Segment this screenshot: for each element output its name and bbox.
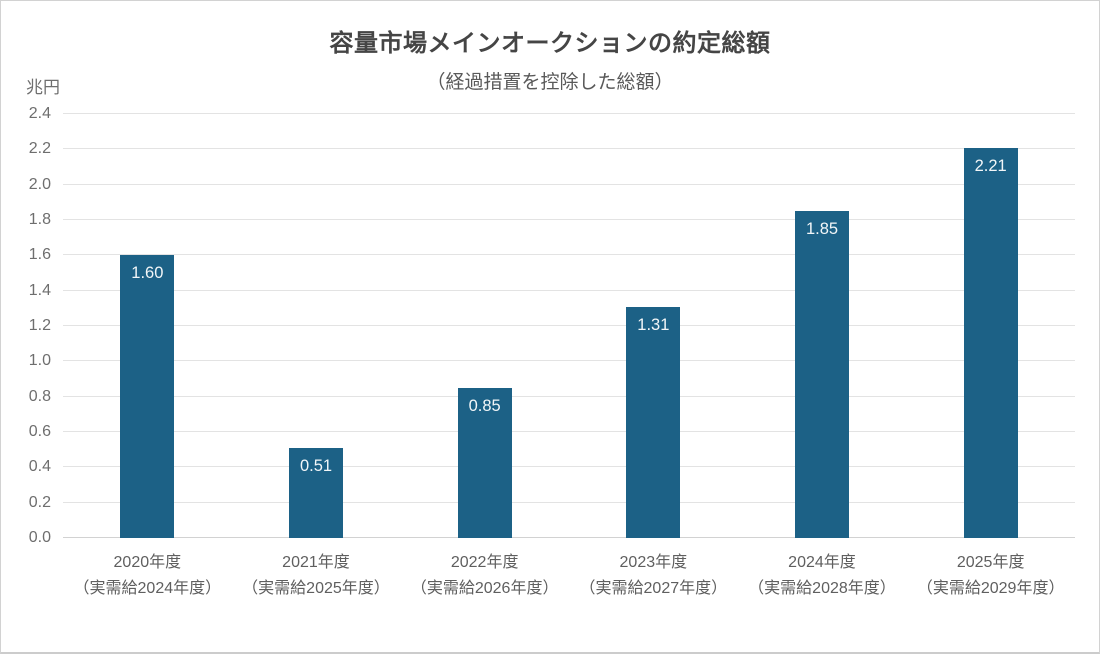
y-tick-label: 1.4	[28, 281, 51, 299]
x-category-delivery-year: （実需給2024年度）	[73, 580, 222, 597]
y-tick-label: 0.0	[28, 529, 51, 546]
y-tick-label: 0.4	[28, 458, 51, 476]
y-tick-label: 1.8	[28, 211, 51, 228]
x-category-delivery-year: （実需給2028年度）	[748, 580, 896, 597]
bar-value-label: 0.85	[468, 396, 501, 415]
x-category-delivery-year: （実需給2027年度）	[579, 580, 728, 597]
bar: 2.21	[963, 147, 1018, 538]
y-tick-label: 1.0	[28, 352, 51, 370]
x-category-label: 2023年度 （実需給2027年度）	[569, 550, 738, 602]
bar: 1.60	[120, 255, 175, 538]
gridline	[63, 325, 1075, 326]
chart-subtitle: （経過措置を控除した総額）	[426, 72, 674, 93]
bar: 1.85	[795, 211, 849, 538]
bar-value-label: 1.60	[131, 264, 164, 283]
x-category-year: 2022年度	[450, 554, 519, 571]
y-tick-label: 0.2	[28, 493, 51, 511]
x-category-year: 2025年度	[956, 554, 1025, 571]
x-category-label: 2020年度 （実需給2024年度）	[63, 550, 232, 602]
y-tick-label: 0.8	[28, 387, 51, 405]
gridline	[63, 183, 1075, 185]
bar-value-label: 1.85	[805, 220, 839, 239]
bar: 0.85	[457, 387, 512, 538]
y-tick-label: 1.6	[28, 246, 51, 264]
gridline	[63, 466, 1075, 468]
plot-area: 1.60 0.51 0.85 1.31 1.85 2.21	[63, 113, 1075, 538]
y-tick-label: 2.2	[28, 140, 51, 158]
y-axis-unit-label: 兆円	[26, 78, 60, 97]
y-axis-tick-labels: 0.0 0.2 0.4 0.6 0.8 1.0 1.2 1.4 1.6 1.8 2.0 2.2 2.4	[1, 105, 53, 546]
chart-title: 容量市場メインオークションの約定総額	[329, 30, 771, 57]
gridline	[63, 395, 1075, 397]
y-tick-label: 0.6	[28, 423, 51, 440]
x-category-delivery-year: （実需給2029年度）	[916, 580, 1065, 597]
x-category-year: 2021年度	[282, 554, 350, 571]
x-category-delivery-year: （実需給2026年度）	[410, 580, 559, 597]
bar: 1.31	[626, 306, 681, 538]
bar-value-label: 1.31	[637, 315, 670, 334]
x-category-label: 2025年度 （実需給2029年度）	[906, 550, 1075, 602]
gridline	[63, 254, 1075, 256]
gridline	[63, 501, 1075, 503]
x-category-year: 2023年度	[619, 554, 688, 571]
gridline	[63, 148, 1075, 150]
gridline	[63, 113, 1075, 114]
gridline	[63, 431, 1075, 432]
bar-value-label: 0.51	[299, 456, 333, 475]
gridline	[63, 360, 1075, 362]
x-category-delivery-year: （実需給2025年度）	[242, 580, 390, 597]
y-tick-label: 2.0	[28, 175, 51, 193]
y-tick-label: 1.2	[28, 317, 51, 334]
x-category-year: 2020年度	[113, 554, 182, 571]
y-tick-label: 2.4	[28, 105, 51, 122]
x-category-label: 2024年度 （実需給2028年度）	[738, 550, 907, 602]
gridline	[63, 289, 1075, 291]
x-category-label: 2021年度 （実需給2025年度）	[232, 550, 401, 602]
bar-value-label: 2.21	[974, 156, 1007, 175]
gridline	[63, 219, 1075, 220]
x-axis-baseline	[63, 537, 1075, 538]
x-category-year: 2024年度	[788, 554, 856, 571]
bar: 0.51	[289, 447, 343, 538]
x-axis-labels: 2020年度 （実需給2024年度） 2021年度 （実需給2025年度） 2022年度…	[63, 550, 1075, 610]
x-category-label: 2022年度 （実需給2026年度）	[400, 550, 569, 602]
